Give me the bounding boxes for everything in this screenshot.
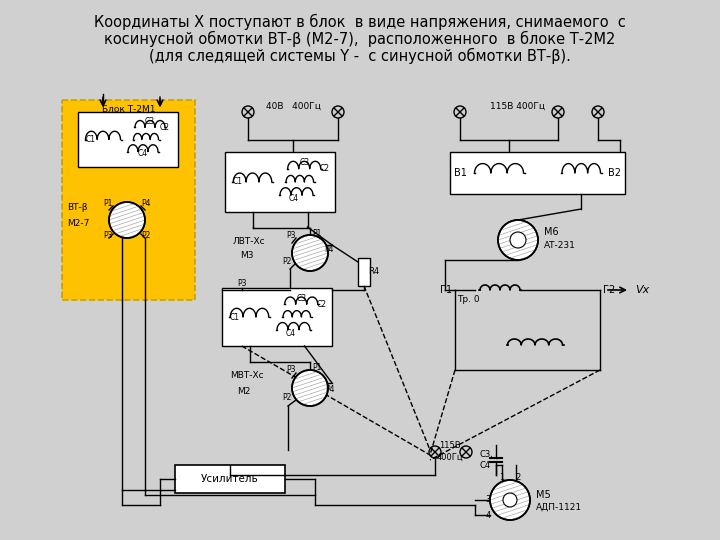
Text: М6: М6 bbox=[544, 227, 559, 237]
Text: ЛВТ-Хс: ЛВТ-Хс bbox=[233, 237, 266, 246]
Circle shape bbox=[490, 480, 530, 520]
Text: C2: C2 bbox=[320, 164, 330, 173]
Text: C4: C4 bbox=[285, 329, 295, 338]
Text: 4: 4 bbox=[485, 510, 490, 519]
Text: P4: P4 bbox=[141, 199, 150, 208]
Text: C3: C3 bbox=[299, 158, 310, 167]
Text: R4: R4 bbox=[369, 267, 379, 276]
Circle shape bbox=[503, 493, 517, 507]
Bar bbox=[358, 258, 370, 286]
Bar bbox=[62, 100, 195, 300]
Text: М2: М2 bbox=[237, 387, 251, 395]
Circle shape bbox=[460, 446, 472, 458]
Text: Блок Т-2М1: Блок Т-2М1 bbox=[102, 105, 156, 114]
Text: P3: P3 bbox=[287, 232, 296, 240]
Text: 2: 2 bbox=[516, 474, 521, 483]
Text: (для следящей системы Y -  с синусной обмотки ВТ-β).: (для следящей системы Y - с синусной обм… bbox=[149, 48, 571, 64]
Text: Vx: Vx bbox=[635, 285, 649, 295]
Text: C3: C3 bbox=[296, 294, 306, 303]
Circle shape bbox=[592, 106, 604, 118]
Text: 1: 1 bbox=[500, 474, 505, 483]
Text: 3: 3 bbox=[485, 496, 491, 504]
Text: 400Гц: 400Гц bbox=[437, 453, 463, 462]
Circle shape bbox=[242, 106, 254, 118]
Text: косинусной обмотки ВТ-β (M2-7),  расположенного  в блоке Т-2M2: косинусной обмотки ВТ-β (M2-7), располож… bbox=[104, 31, 616, 47]
Text: P2: P2 bbox=[283, 394, 292, 402]
Text: P2: P2 bbox=[141, 232, 150, 240]
Text: C4: C4 bbox=[288, 194, 298, 203]
Text: P1: P1 bbox=[312, 230, 321, 239]
Text: М5: М5 bbox=[536, 490, 551, 500]
Circle shape bbox=[332, 106, 344, 118]
Text: 115В: 115В bbox=[439, 441, 461, 449]
Bar bbox=[225, 152, 335, 212]
Text: C4: C4 bbox=[138, 149, 148, 158]
Bar bbox=[222, 288, 332, 346]
Circle shape bbox=[292, 370, 328, 406]
Text: P3: P3 bbox=[287, 364, 296, 374]
Text: АДП-1121: АДП-1121 bbox=[536, 503, 582, 511]
Text: C1: C1 bbox=[86, 135, 96, 144]
Text: Тр. 0: Тр. 0 bbox=[457, 295, 480, 305]
Text: P2: P2 bbox=[283, 256, 292, 266]
Circle shape bbox=[429, 446, 441, 458]
Text: C2: C2 bbox=[317, 300, 327, 309]
Text: ВТ-β: ВТ-β bbox=[67, 204, 88, 213]
Text: АТ-231: АТ-231 bbox=[544, 240, 576, 249]
Text: B1: B1 bbox=[454, 168, 467, 178]
Text: Координаты X поступают в блок  в виде напряжения, снимаемого  с: Координаты X поступают в блок в виде нап… bbox=[94, 14, 626, 30]
Text: Г2: Г2 bbox=[603, 285, 616, 295]
Bar bbox=[175, 465, 285, 493]
Circle shape bbox=[454, 106, 466, 118]
Text: МВТ-Хс: МВТ-Хс bbox=[230, 372, 264, 381]
Text: 115В 400Гц: 115В 400Гц bbox=[490, 102, 544, 111]
Text: М2-7: М2-7 bbox=[67, 219, 89, 227]
Text: P1: P1 bbox=[312, 363, 321, 373]
Text: C2: C2 bbox=[160, 123, 170, 132]
Bar bbox=[450, 152, 625, 194]
Text: P3: P3 bbox=[104, 232, 113, 240]
Text: С4: С4 bbox=[480, 461, 491, 469]
Text: C1: C1 bbox=[230, 313, 240, 321]
Circle shape bbox=[292, 235, 328, 271]
Text: P1: P1 bbox=[104, 199, 113, 208]
Text: Усилитель: Усилитель bbox=[201, 474, 259, 484]
Text: C1: C1 bbox=[233, 178, 243, 186]
Circle shape bbox=[498, 220, 538, 260]
Circle shape bbox=[552, 106, 564, 118]
Text: P4: P4 bbox=[324, 246, 333, 254]
Text: B2: B2 bbox=[608, 168, 621, 178]
Text: P3: P3 bbox=[237, 279, 246, 287]
Text: 40В   400Гц: 40В 400Гц bbox=[266, 102, 320, 111]
Bar bbox=[78, 112, 178, 167]
Circle shape bbox=[109, 202, 145, 238]
Text: Г1: Г1 bbox=[440, 285, 452, 295]
Circle shape bbox=[510, 232, 526, 248]
Text: С3,: С3, bbox=[480, 450, 494, 460]
Text: P4: P4 bbox=[325, 386, 335, 395]
Text: C3: C3 bbox=[145, 117, 155, 126]
Text: М3: М3 bbox=[240, 252, 253, 260]
